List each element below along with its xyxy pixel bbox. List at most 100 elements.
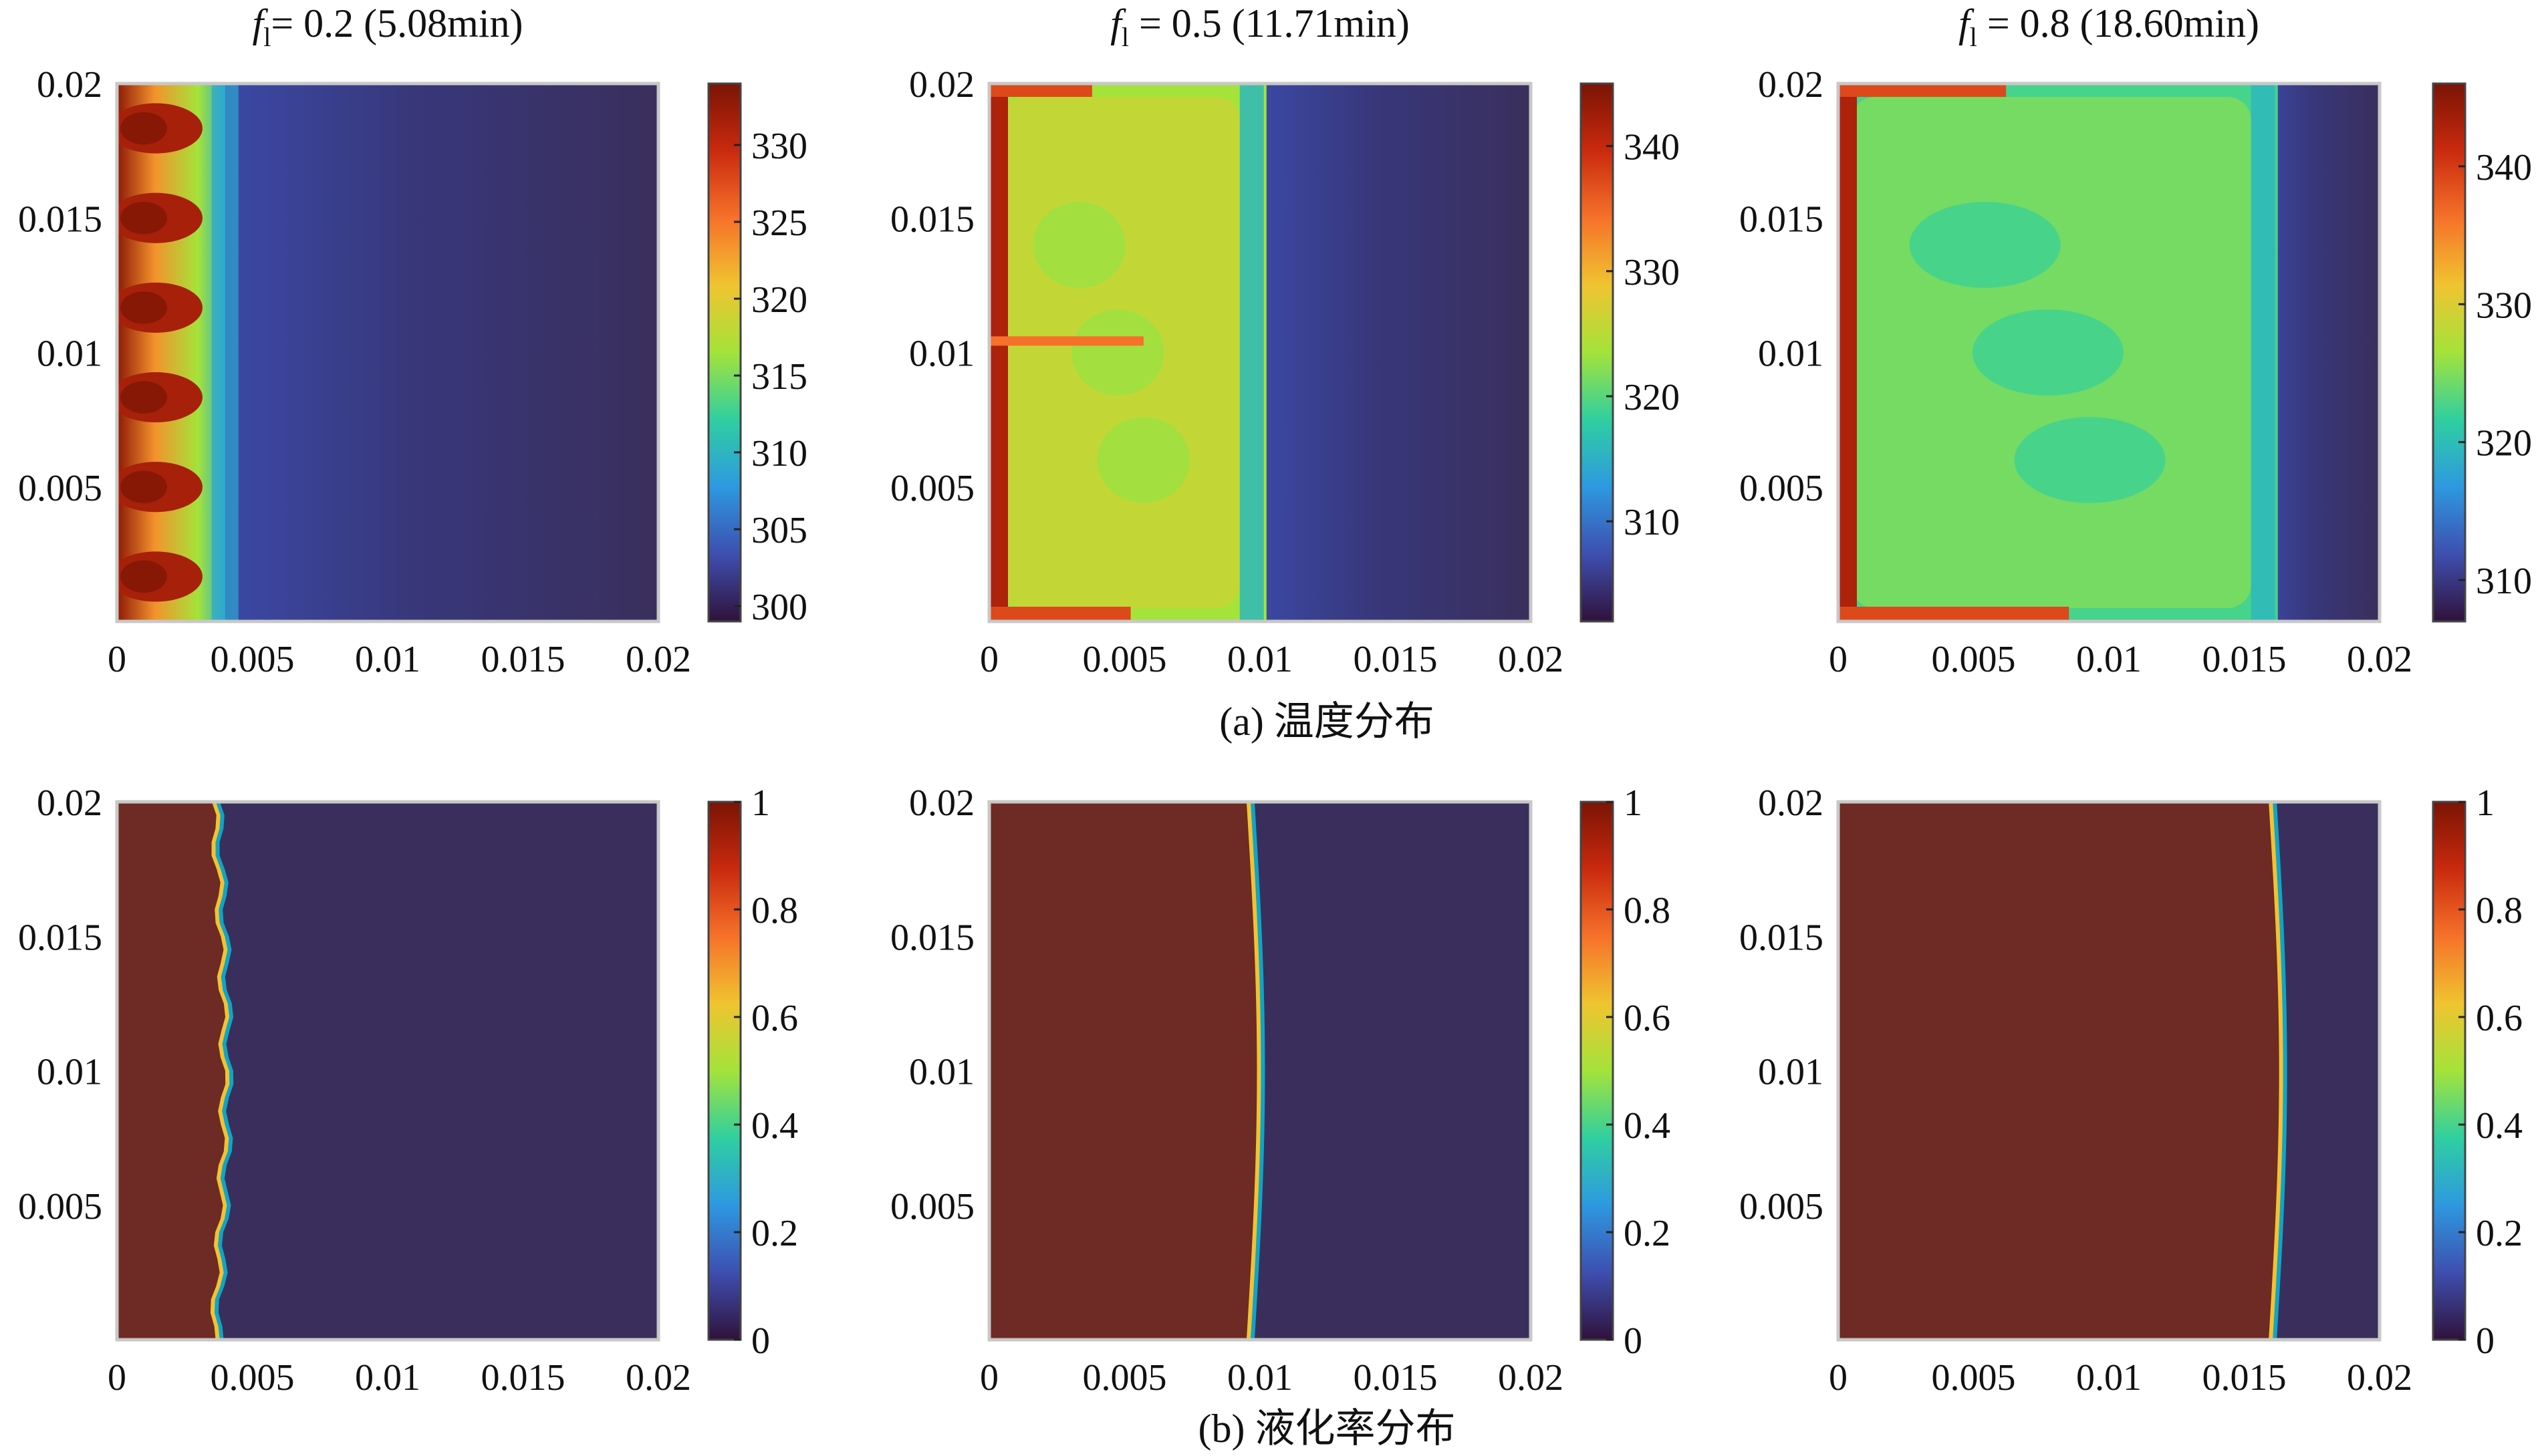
axes-frame [115,800,660,1342]
hot-plume [989,336,1144,346]
colorbar-tick-label: 0.8 [2476,890,2523,931]
panel-1: 0 0.005 0.01 0.015 0.02 0.005 0.01 0.015 0.02 fl=… [18,1,807,680]
panel-6: 0 0.005 0.01 0.015 0.02 0.005 0.01 0.015 0.02 0 0.… [1739,782,2523,1399]
colorbar-tick-label: 320 [1624,377,1680,418]
y-tick-label: 0.015 [890,198,975,240]
y-tick-label: 0.005 [1739,1186,1823,1227]
x-tick-label: 0.01 [1227,639,1293,680]
colorbar-tick-label: 325 [751,202,807,244]
colorbar-tick-label: 0 [751,1320,770,1362]
x-tick-label: 0.02 [626,639,691,680]
x-tick-label: 0.005 [1083,639,1167,680]
colorbar-tick-label: 0.4 [1624,1105,1670,1147]
x-tick-label: 0.015 [481,1357,565,1399]
y-tick-label: 0.01 [909,1052,975,1093]
y-tick-label: 0.01 [1758,333,1823,375]
heatmap-body [1838,84,2380,621]
axes-frame [115,82,660,623]
caption-liquid-fraction: (b) 液化率分布 [1198,1407,1456,1451]
solid-region [1246,84,1531,621]
swirl [1972,309,2124,396]
colorbar [707,800,742,1341]
solid-region [2257,84,2380,621]
swirl [1097,417,1190,503]
colorbar-tick-label: 0.2 [751,1213,798,1254]
x-tick-label: 0.005 [1932,639,2016,680]
y-tick-label: 0.02 [909,782,975,824]
x-tick-label: 0 [980,639,999,680]
axes-frame [1836,800,2382,1342]
x-tick-label: 0.015 [481,639,565,680]
y-tick-label: 0.005 [890,468,975,509]
y-tick-label: 0.005 [18,468,102,509]
y-tick-label: 0.015 [18,198,102,240]
x-tick-label: 0.01 [355,639,420,680]
colorbar-tick-label: 315 [751,356,807,398]
y-tick-label: 0.005 [1739,468,1823,509]
colorbar-tick-label: 310 [1624,502,1680,543]
y-tick-label: 0.02 [1758,782,1823,824]
axes-frame [987,800,1533,1342]
swirl [2014,417,2166,503]
hot-band-bottom [1838,607,2069,621]
colorbar-tick-label: 0.2 [1624,1213,1670,1254]
colorbar-tick-label: 1 [2476,782,2495,824]
y-tick-label: 0.02 [37,782,102,824]
x-tick-label: 0 [980,1357,999,1399]
colorbar-tick-label: 0 [2476,1320,2495,1362]
convection-core [120,112,167,145]
convection-core [120,470,167,503]
convection-core [120,381,167,414]
y-tick-label: 0.02 [1758,64,1823,106]
convection-core [120,560,167,593]
caption-temperature: (a) 温度分布 [1219,700,1434,744]
swirl [1033,202,1126,288]
colorbar-tick-label: 0.6 [751,998,798,1039]
x-tick-label: 0.02 [2347,1357,2412,1399]
colorbar [1579,82,1614,623]
heatmap-body [117,84,658,621]
liquid-region [1838,802,2279,1340]
axes-frame [1836,82,2382,623]
y-tick-label: 0.02 [37,64,102,106]
x-tick-label: 0.02 [1498,1357,1563,1399]
convection-core [120,291,167,324]
colorbar [1579,800,1614,1341]
y-tick-label: 0.015 [1739,917,1823,958]
colorbar-tick-label: 0.6 [1624,998,1670,1039]
x-tick-label: 0.005 [1083,1357,1167,1399]
colorbar-tick-label: 310 [751,433,807,474]
convection-core [120,202,167,235]
x-tick-label: 0.01 [2076,639,2142,680]
colorbar [2432,800,2466,1341]
melt-layer [117,84,225,621]
x-tick-label: 0.01 [355,1357,420,1399]
panel-5: 0 0.005 0.01 0.015 0.02 0.005 0.01 0.015 0.02 0 0.… [890,782,1670,1399]
y-tick-label: 0.01 [37,333,102,375]
heatmap-body [989,802,1531,1340]
colorbar-tick-label: 340 [2476,147,2532,188]
colorbar-tick-label: 300 [751,587,807,628]
hot-band-top [989,84,1092,97]
y-tick-label: 0.005 [890,1186,975,1227]
x-tick-label: 0 [108,639,126,680]
front-halo [2251,84,2275,621]
colorbar-tick-label: 0 [1624,1320,1642,1362]
x-tick-label: 0.015 [1354,1357,1438,1399]
x-tick-label: 0.005 [211,639,295,680]
panel-title: fl = 0.8 (18.60min) [1958,1,2259,52]
colorbar-tick-label: 0.6 [2476,998,2523,1039]
colorbar [2432,82,2466,623]
colorbar-tick-label: 305 [751,510,807,551]
y-tick-label: 0.01 [37,1052,102,1093]
colorbar-tick-label: 1 [1624,782,1642,824]
heatmap-body [1838,802,2380,1340]
y-tick-label: 0.01 [1758,1052,1823,1093]
x-tick-label: 0.005 [1932,1357,2016,1399]
solid-region [211,84,658,621]
heatmap-body [989,84,1531,621]
colorbar-tick-label: 0.4 [751,1105,798,1147]
y-tick-label: 0.005 [18,1186,102,1227]
hot-wall [1838,84,1857,621]
